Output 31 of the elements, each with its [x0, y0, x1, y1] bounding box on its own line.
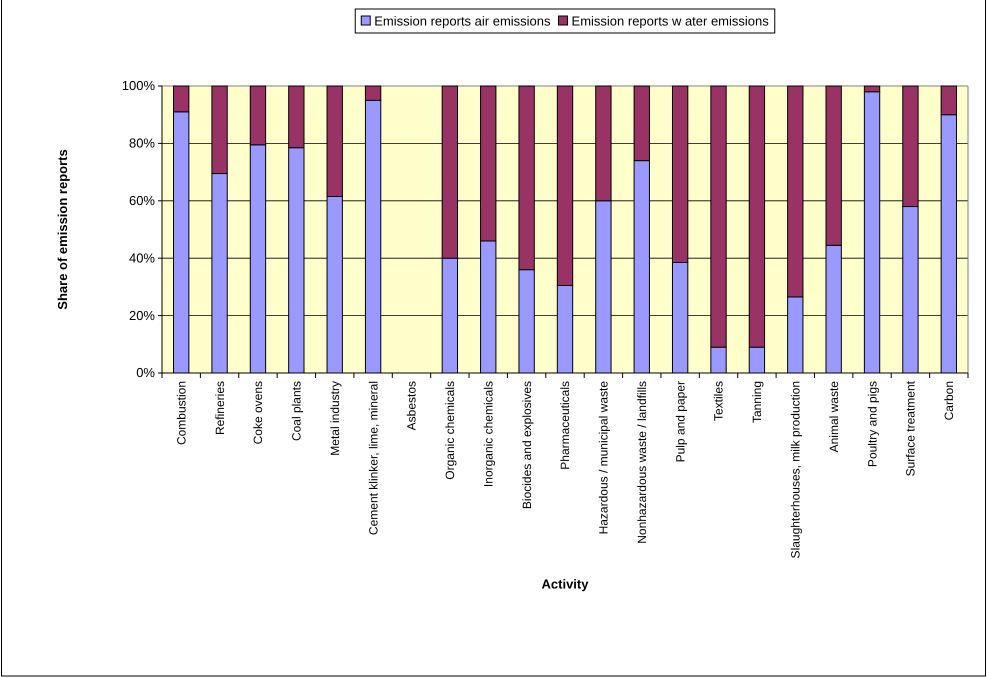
x-tick-label: Coal plants	[290, 381, 304, 442]
legend-label: Emission reports air emissions	[374, 14, 552, 29]
x-tick-label: Surface treatment	[904, 380, 918, 476]
x-tick-label: Organic chemicals	[443, 381, 458, 480]
legend-label: Emission reports w ater emissions	[572, 14, 770, 29]
y-tick-label: 40%	[128, 250, 156, 266]
x-tick-label: Pharmaceuticals	[558, 381, 572, 470]
x-axis-title: Activity	[542, 576, 590, 592]
y-tick-label: 60%	[128, 192, 156, 208]
y-axis-title: Share of emission reports	[55, 149, 70, 310]
x-tick-label: Carbon	[942, 381, 956, 420]
x-tick-label: Refineries	[212, 381, 227, 436]
x-tick-label: Cement klinker, lime, mineral	[366, 381, 380, 536]
y-tick-label: 100%	[122, 78, 156, 94]
x-tick-label: Inorganic chemicals	[481, 381, 496, 488]
x-tick-label: Poultry and pigs	[865, 381, 880, 468]
y-tick-label: 0%	[136, 365, 156, 380]
x-tick-label: Hazardous / municipal waste	[596, 380, 611, 534]
x-tick-label: Animal waste	[826, 380, 841, 452]
x-tick-label: Slaughterhouses, milk production	[788, 381, 802, 558]
x-tick-label: Coke ovens	[251, 381, 266, 444]
y-tick-label: 20%	[128, 308, 156, 323]
x-tick-label: Biocides and explosives	[520, 381, 534, 510]
y-tick-label: 80%	[128, 136, 156, 151]
x-tick-label: Metal industry	[328, 381, 342, 456]
x-tick-label: Asbestos	[404, 381, 419, 430]
x-tick-label: Textiles	[712, 381, 726, 422]
x-tick-label: Combustion	[174, 381, 188, 446]
x-tick-label: Nonhazardous waste / landfills	[634, 381, 649, 544]
x-tick-label: Tanning	[750, 381, 764, 424]
x-tick-label: Pulp and paper	[673, 381, 688, 462]
